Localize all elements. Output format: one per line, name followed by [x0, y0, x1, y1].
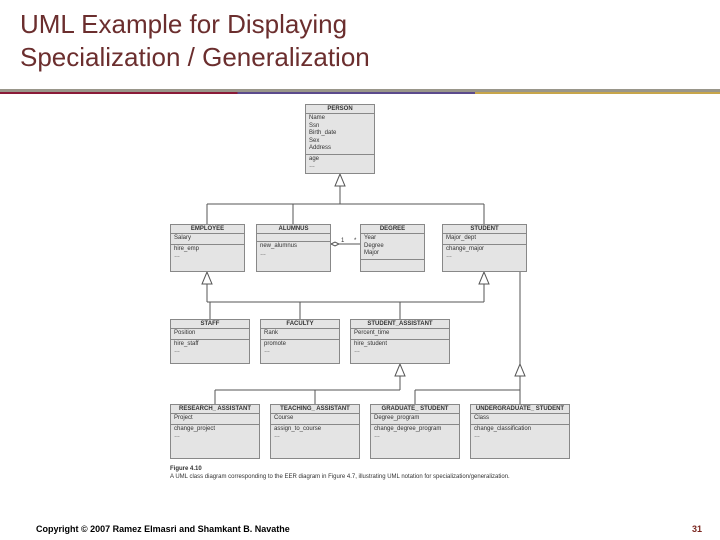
class-attrs: Salary [171, 234, 244, 245]
class-attrs: Project [171, 414, 259, 425]
class-name: FACULTY [261, 320, 339, 329]
uml-class-tassist: TEACHING_ ASSISTANTCourseassign_to_cours… [270, 404, 360, 459]
uml-class-ugrad: UNDERGRADUATE_ STUDENTClasschange_classi… [470, 404, 570, 459]
class-ops: change_project… [171, 425, 259, 442]
class-attrs: Degree_program [371, 414, 459, 425]
class-ops: new_alumnus… [257, 242, 330, 259]
class-ops: assign_to_course… [271, 425, 359, 442]
class-ops: age… [306, 155, 374, 172]
class-attrs [257, 234, 330, 242]
class-attrs: Position [171, 329, 249, 340]
class-ops: hire_emp… [171, 245, 244, 262]
slide-title: UML Example for Displaying Specializatio… [20, 8, 700, 73]
class-attrs: Major_dept [443, 234, 526, 245]
uml-class-student: STUDENTMajor_deptchange_major… [442, 224, 527, 272]
class-ops: change_classification… [471, 425, 569, 442]
class-ops: hire_student… [351, 340, 449, 357]
caption-bold: Figure 4.10 [170, 466, 202, 472]
uml-class-employee: EMPLOYEESalaryhire_emp… [170, 224, 245, 272]
copyright: Copyright © 2007 Ramez Elmasri and Shamk… [36, 524, 290, 534]
slide-header: UML Example for Displaying Specializatio… [0, 0, 720, 92]
class-ops: promote… [261, 340, 339, 357]
class-name: UNDERGRADUATE_ STUDENT [471, 405, 569, 414]
class-attrs: Course [271, 414, 359, 425]
title-line1: UML Example for Displaying [20, 9, 347, 39]
class-name: DEGREE [361, 225, 424, 234]
class-name: TEACHING_ ASSISTANT [271, 405, 359, 414]
svg-text:*: * [354, 238, 357, 244]
class-name: ALUMNUS [257, 225, 330, 234]
uml-diagram: 1 * Figure 4.10 A UML class diagram corre… [0, 94, 720, 504]
class-ops [361, 260, 424, 268]
class-attrs: Class [471, 414, 569, 425]
title-line2: Specialization / Generalization [20, 42, 370, 72]
figure-caption: Figure 4.10 A UML class diagram correspo… [170, 466, 510, 482]
uml-class-alumnus: ALUMNUS new_alumnus… [256, 224, 331, 272]
class-attrs: NameSsnBirth_dateSexAddress [306, 114, 374, 155]
class-name: PERSON [306, 105, 374, 114]
class-name: EMPLOYEE [171, 225, 244, 234]
class-name: STUDENT [443, 225, 526, 234]
class-ops: hire_staff… [171, 340, 249, 357]
caption-text: A UML class diagram corresponding to the… [170, 474, 510, 480]
uml-class-staff: STAFFPositionhire_staff… [170, 319, 250, 364]
class-ops: change_degree_program… [371, 425, 459, 442]
page-number: 31 [692, 524, 702, 534]
uml-class-rassist: RESEARCH_ ASSISTANTProjectchange_project… [170, 404, 260, 459]
class-name: RESEARCH_ ASSISTANT [171, 405, 259, 414]
class-attrs: YearDegreeMajor [361, 234, 424, 260]
uml-class-person: PERSONNameSsnBirth_dateSexAddressage… [305, 104, 375, 174]
class-name: GRADUATE_ STUDENT [371, 405, 459, 414]
class-ops: change_major… [443, 245, 526, 262]
uml-class-sassist: STUDENT_ASSISTANTPercent_timehire_studen… [350, 319, 450, 364]
class-name: STUDENT_ASSISTANT [351, 320, 449, 329]
svg-text:1: 1 [341, 238, 345, 244]
uml-class-faculty: FACULTYRankpromote… [260, 319, 340, 364]
class-attrs: Percent_time [351, 329, 449, 340]
class-name: STAFF [171, 320, 249, 329]
uml-class-degree: DEGREEYearDegreeMajor [360, 224, 425, 272]
uml-class-grad: GRADUATE_ STUDENTDegree_programchange_de… [370, 404, 460, 459]
class-attrs: Rank [261, 329, 339, 340]
